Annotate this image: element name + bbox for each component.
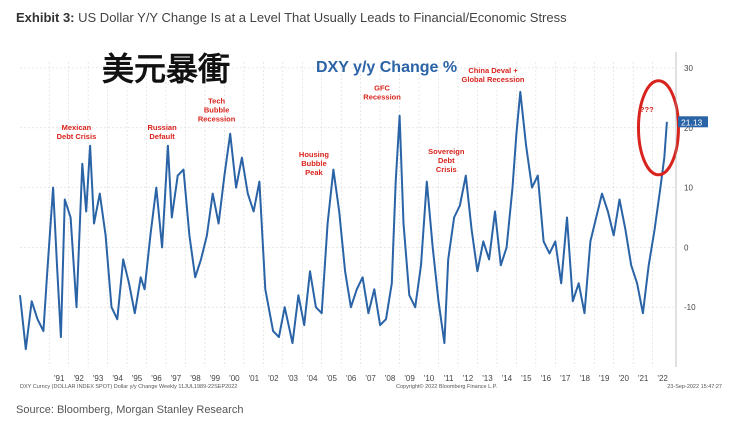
last-value-label: 21.13 [681,117,703,127]
x-tick-label: '09 [404,374,415,383]
annotation-line: Bubble [204,105,229,114]
annotation-label: GFC Recession [363,84,401,102]
x-tick-label: '03 [288,374,299,383]
annotation-line: Debt Crisis [57,132,97,141]
line-layer [19,90,668,351]
x-tick-label: '92 [73,374,84,383]
bloomberg-copyright: Copyright© 2022 Bloomberg Finance L.P. [396,383,498,390]
x-tick-label: '05 [327,374,338,383]
x-tick-label: '91 [54,374,65,383]
chart-frame: Mexican Debt Crisis Russian Default Tech Bubb… [16,42,722,392]
annotation-line: Bubble [301,159,326,168]
annotation-line: Tech [208,96,225,105]
x-tick-label: '97 [171,374,182,383]
x-tick-label: '15 [521,374,532,383]
x-tick-label: '16 [541,374,552,383]
highlight-circle [636,79,680,177]
source-note: Source: Bloomberg, Morgan Stanley Resear… [16,404,244,416]
x-tick-label: '08 [385,374,396,383]
x-tick-label: '10 [424,374,435,383]
last-value-badge [678,116,708,128]
annotation-line: Debt [438,156,455,165]
x-tick-label: '04 [307,374,318,383]
annotation-label: ??? [640,105,654,114]
x-tick-label: '11 [444,374,454,383]
x-tick-label: '98 [190,374,201,383]
annotation-line: Mexican [62,123,92,132]
series-line [19,90,668,351]
grid-layer [20,62,676,367]
x-tick-label: '07 [365,374,376,383]
annotation-label: Russian Default [148,123,178,141]
x-tick-label: '14 [502,374,513,383]
y-tick-label: 0 [684,243,689,252]
annotation-line: ??? [640,105,654,114]
x-tick-label: '01 [249,374,260,383]
x-tick-label: '22 [657,374,668,383]
chart-title: DXY y/y Change % [316,59,457,76]
x-tick-label: '94 [112,374,123,383]
annotation-label: Tech Bubble Recession [198,96,236,123]
x-tick-label: '95 [132,374,143,383]
bloomberg-timestamp: 23-Sep-2022 15:47:27 [667,384,722,390]
x-tick-label: '12 [463,374,474,383]
y-tick-label: -10 [684,303,696,312]
x-tick-label: '21 [638,374,649,383]
x-tick-label: '06 [346,374,357,383]
x-tick-label: '99 [210,374,221,383]
annotation-line: China Deval + [468,66,518,75]
bloomberg-footer-left: DXY Curncy (DOLLAR INDEX SPOT) Dollar y/… [20,384,237,390]
y-tick-label: 20 [684,124,693,133]
y-tick-label: 10 [684,184,693,193]
annotation-line: GFC [374,84,390,93]
annotation-line: Recession [363,93,401,102]
annotation-label: Mexican Debt Crisis [57,123,97,141]
y-tick-label: 30 [684,64,693,73]
x-tick-label: '17 [560,374,571,383]
annotation-line: Peak [305,168,323,177]
exhibit-label: Exhibit 3: [16,10,75,25]
x-tick-label: '13 [482,374,493,383]
x-tick-label: '00 [229,374,240,383]
x-tick-label: '18 [580,374,591,383]
annotation-label: China Deval + Global Recession [462,66,525,84]
annotation-line: Global Recession [462,75,525,84]
x-tick-label: '20 [618,374,629,383]
annotation-line: Default [149,132,175,141]
annotation-label: Sovereign Debt Crisis [428,147,465,174]
exhibit-title: Exhibit 3: US Dollar Y/Y Change Is at a … [16,10,567,25]
annotation-label: Housing Bubble Peak [299,150,329,177]
overlay-title: 美元暴衝 [102,51,230,87]
annotation-line: Crisis [436,165,457,174]
x-tick-label: '93 [93,374,104,383]
annotation-line: Recession [198,114,236,123]
axis-layer: 30 20 10 0 -10 '91 '92 '93 '94 '95 '96 '97 '98 '99 '00… [54,52,708,383]
annotation-line: Sovereign [428,147,465,156]
x-tick-label: '96 [151,374,162,383]
x-tick-label: '02 [268,374,279,383]
annotation-line: Russian [148,123,178,132]
exhibit-title-text: US Dollar Y/Y Change Is at a Level That … [78,10,567,25]
x-tick-label: '19 [599,374,610,383]
annotation-line: Housing [299,150,329,159]
